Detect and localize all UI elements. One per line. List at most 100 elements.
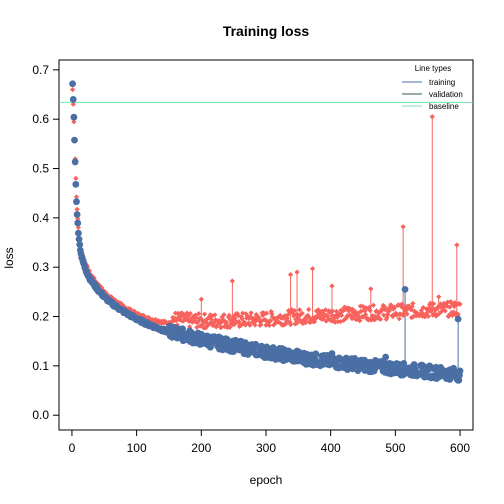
validation-point xyxy=(317,315,323,321)
chart-title: Training loss xyxy=(223,23,310,39)
validation-point xyxy=(291,308,298,314)
validation-point xyxy=(323,318,329,324)
validation-point xyxy=(102,289,109,296)
validation-point xyxy=(457,301,463,307)
validation-point xyxy=(424,310,430,316)
validation-point xyxy=(355,310,362,316)
validation-point xyxy=(243,311,249,317)
validation-point xyxy=(450,302,456,308)
y-tick-label: 0.0 xyxy=(32,408,49,422)
validation-point xyxy=(223,322,229,328)
validation-point xyxy=(432,307,439,313)
y-axis-label: loss xyxy=(2,247,16,268)
validation-point xyxy=(429,307,435,313)
validation-point xyxy=(108,294,114,300)
validation-point xyxy=(236,318,242,325)
validation-point xyxy=(375,313,381,319)
validation-point xyxy=(367,307,373,314)
validation-point xyxy=(363,311,369,318)
training-spike-point xyxy=(401,286,409,293)
validation-point xyxy=(264,310,270,316)
series-layer xyxy=(69,80,464,384)
validation-point xyxy=(349,316,355,322)
validation-point xyxy=(272,320,278,326)
validation-point xyxy=(75,224,82,231)
x-tick-label: 600 xyxy=(450,441,470,455)
training-point xyxy=(72,180,80,188)
validation-point xyxy=(419,310,425,316)
y-tick-label: 0.6 xyxy=(32,112,49,126)
validation-point xyxy=(226,312,232,318)
validation-point xyxy=(302,320,309,326)
validation-point xyxy=(221,312,227,318)
x-tick-label: 400 xyxy=(321,441,341,455)
validation-point xyxy=(218,324,224,330)
validation-point xyxy=(243,315,250,321)
validation-point xyxy=(247,314,254,320)
validation-point xyxy=(356,314,362,320)
validation-spike-point xyxy=(368,286,374,292)
validation-point xyxy=(333,308,340,314)
validation-point xyxy=(425,313,431,319)
validation-point xyxy=(265,319,272,326)
validation-point xyxy=(296,316,302,323)
validation-point xyxy=(377,316,384,322)
validation-spike-point xyxy=(436,294,442,300)
validation-spike-point xyxy=(400,224,406,230)
validation-point xyxy=(294,320,300,326)
validation-point xyxy=(435,304,441,310)
validation-point xyxy=(299,310,305,316)
training-spike-point xyxy=(293,347,301,355)
validation-point xyxy=(362,308,368,314)
legend-label-training: training xyxy=(429,78,455,87)
validation-point xyxy=(410,300,416,307)
x-tick-label: 500 xyxy=(385,441,405,455)
validation-point xyxy=(388,303,395,309)
validation-point xyxy=(423,313,429,319)
validation-point xyxy=(390,313,396,320)
validation-point xyxy=(287,321,294,328)
validation-point xyxy=(170,314,176,321)
validation-point xyxy=(69,87,76,93)
training-point xyxy=(179,325,186,333)
validation-point xyxy=(370,302,376,308)
validation-point xyxy=(439,305,446,311)
validation-point xyxy=(187,310,193,317)
validation-point xyxy=(214,323,220,329)
training-point xyxy=(76,241,84,249)
legend-label-validation: validation xyxy=(429,90,463,99)
y-axis: 0.0 0.1 0.2 0.3 0.4 0.5 0.6 0.7 xyxy=(32,63,59,422)
training-point xyxy=(71,158,79,166)
training-point xyxy=(73,211,81,218)
validation-spike-point xyxy=(198,296,204,302)
validation-point xyxy=(201,311,208,317)
training-point xyxy=(73,198,80,206)
validation-point xyxy=(256,315,262,321)
validation-point xyxy=(330,308,336,314)
validation-point xyxy=(313,315,319,322)
validation-point xyxy=(298,319,304,325)
validation-point xyxy=(368,317,375,323)
validation-point xyxy=(392,304,398,310)
validation-point xyxy=(269,311,275,317)
x-tick-label: 300 xyxy=(256,441,276,455)
validation-point xyxy=(337,311,343,317)
validation-point xyxy=(194,324,200,331)
training-point xyxy=(75,229,82,237)
validation-spike-point xyxy=(287,272,294,278)
validation-point xyxy=(404,311,410,317)
validation-point xyxy=(189,319,195,325)
validation-point xyxy=(267,318,274,324)
validation-point xyxy=(74,206,80,212)
validation-point xyxy=(339,312,345,319)
validation-point xyxy=(185,313,191,319)
validation-point xyxy=(396,316,402,322)
validation-point xyxy=(227,317,234,323)
validation-point xyxy=(332,319,338,325)
validation-point xyxy=(399,304,406,311)
validation-point xyxy=(315,307,321,313)
validation-point xyxy=(227,324,233,331)
validation-point xyxy=(196,311,202,317)
validation-point xyxy=(282,313,288,319)
